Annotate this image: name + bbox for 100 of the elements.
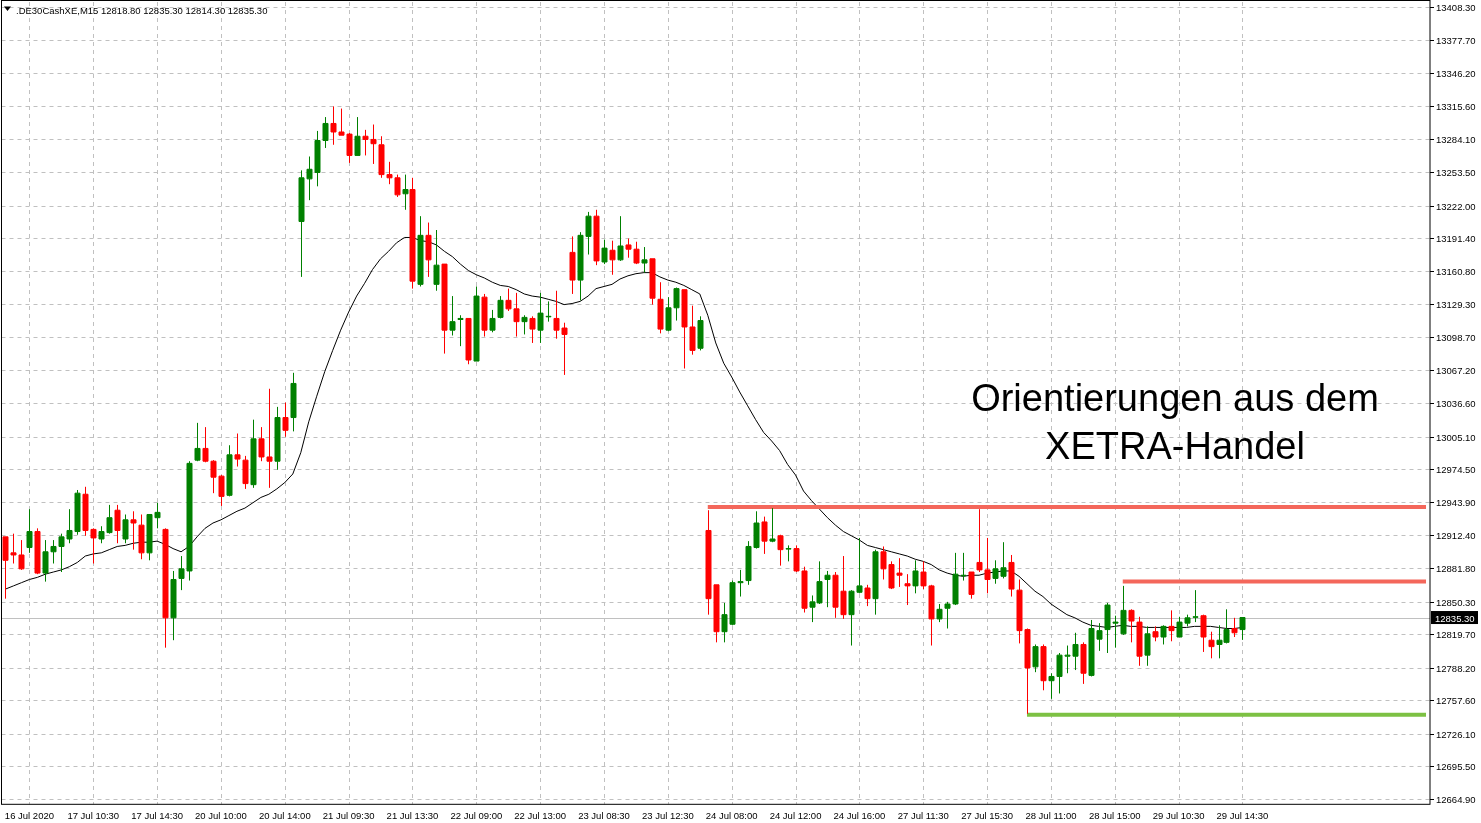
x-tick-label: 23 Jul 12:30 [641,809,694,821]
x-tick-label: 23 Jul 08:30 [578,809,630,821]
candlestick [170,570,177,641]
candlestick [1032,643,1039,673]
candlestick [465,317,472,365]
y-tick-label: 13191.40 [1436,232,1476,244]
candlestick [194,422,201,462]
x-tick-label: 22 Jul 09:00 [450,809,503,821]
candlestick [473,285,480,362]
candlestick [409,177,416,290]
candlestick [138,513,145,560]
candlestick [274,406,281,471]
chart-title: .DE30CashXE,M15 12818.80 12835.30 12814.30 12835.30 [16,4,268,16]
y-tick-label: 13160.80 [1436,265,1476,277]
y-tick-label: 12788.20 [1436,662,1476,674]
x-tick-label: 17 Jul 14:30 [131,809,183,821]
candlestick [1168,609,1175,642]
candlestick [617,215,624,262]
y-tick-label: 13098.70 [1436,331,1476,343]
y-tick-label: 12974.50 [1436,463,1476,475]
candlestick [609,240,616,276]
candlestick [601,239,608,265]
y-tick-label: 12943.90 [1436,496,1476,508]
candlestick [34,527,41,575]
candlestick [130,510,137,551]
candlestick [26,508,33,554]
candlestick [912,559,919,594]
candlestick [354,116,361,156]
y-tick-label: 13346.20 [1436,67,1476,79]
candlestick [649,258,656,306]
candlestick [824,570,831,608]
candlestick [114,504,121,544]
y-tick-label: 12912.40 [1436,529,1476,541]
candlestick [425,222,432,278]
candlestick [1160,624,1167,645]
candlestick [1208,631,1215,659]
x-tick-label: 28 Jul 11:00 [1025,809,1077,821]
candlestick [489,309,496,333]
candlestick [250,419,257,489]
candlestick [593,209,600,266]
candlestick [1144,625,1151,667]
candlestick [402,174,409,211]
candlestick [234,433,241,468]
candlestick [282,402,289,438]
y-tick-label: 12726.10 [1436,728,1476,740]
candlestick [864,584,871,607]
y-tick-label: 13222.00 [1436,200,1476,212]
ref-line-label: 12835.30 [1435,612,1475,624]
y-tick-label: 13005.10 [1436,431,1476,443]
candlestick [936,603,943,623]
y-tick-label: 12819.70 [1436,628,1476,640]
x-tick-label: 29 Jul 10:30 [1152,809,1205,821]
candlestick [242,455,249,490]
y-tick-label: 12664.90 [1436,793,1476,805]
x-tick-label: 20 Jul 10:00 [195,809,247,821]
candlestick [1231,617,1238,638]
x-tick-label: 28 Jul 15:00 [1088,809,1141,821]
x-tick-label: 29 Jul 14:30 [1216,809,1269,821]
y-tick-label: 13408.30 [1436,1,1476,13]
y-tick-label: 13377.70 [1436,34,1476,46]
y-tick-label: 12695.50 [1436,760,1476,772]
annotation: Orientierungen aus dem XETRA-Handel [971,377,1379,467]
candlestick [162,527,169,649]
candlestick [777,534,784,567]
candlestick [417,215,424,287]
candlestick [226,444,233,497]
candlestick [872,549,879,616]
candlestick [569,235,576,295]
candlestick [481,293,488,338]
candlestick [441,263,448,355]
candlestick [641,246,648,274]
candlestick [968,571,975,600]
y-tick-label: 13284.10 [1436,133,1476,145]
candlestick [769,507,776,543]
y-tick-label: 13315.60 [1436,100,1476,112]
x-tick-label: 20 Jul 14:00 [258,809,311,821]
x-tick-label: 27 Jul 15:30 [961,809,1013,821]
y-tick-label: 13067.20 [1436,364,1476,376]
candlestick [290,372,297,432]
candlestick [904,573,911,606]
x-tick-label: 21 Jul 13:30 [386,809,439,821]
candlestick [449,295,456,336]
candlestick [1239,617,1246,641]
candlestick [529,315,536,344]
candlestick [697,315,704,351]
x-tick-label: 22 Jul 13:00 [514,809,567,821]
candlestick [521,314,528,335]
y-tick-label: 12757.60 [1436,694,1476,706]
candlestick [1040,643,1047,691]
candlestick [657,281,664,334]
y-tick-label: 12850.30 [1436,596,1476,608]
x-tick-label: 24 Jul 08:00 [705,809,758,821]
candlestick [457,314,464,347]
x-tick-label: 24 Jul 16:00 [833,809,886,821]
candlestick [761,516,768,555]
x-tick-label: 21 Jul 09:30 [322,809,375,821]
y-tick-label: 13036.60 [1436,397,1476,409]
y-tick-label: 13253.50 [1436,166,1476,178]
x-tick-label: 17 Jul 10:30 [67,809,120,821]
candlestick [785,544,792,562]
